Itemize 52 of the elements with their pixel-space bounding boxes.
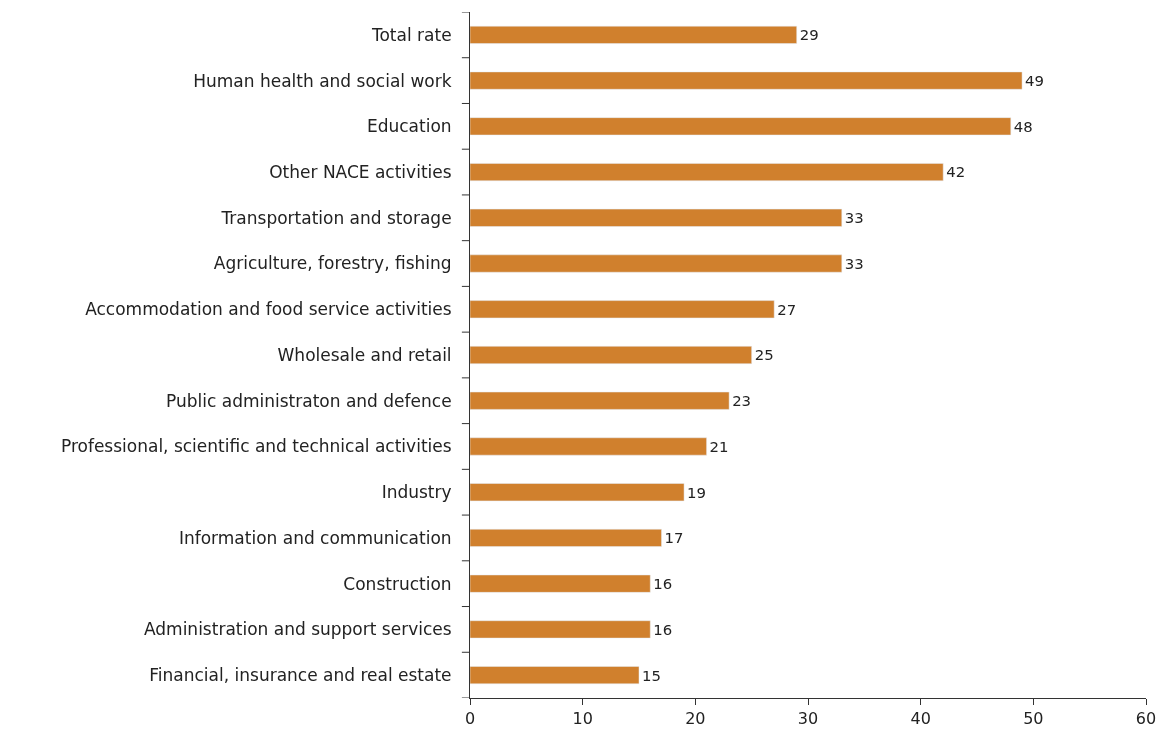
y-tick-label: Accommodation and food service activities — [85, 299, 452, 320]
data-label: 17 — [664, 529, 684, 548]
bar — [470, 391, 730, 410]
y-tick-label: Professional, scientific and technical activities — [60, 436, 452, 457]
data-label: 29 — [799, 26, 819, 45]
data-label: 48 — [1013, 117, 1033, 136]
bar — [470, 346, 752, 364]
y-tick-label: Human health and social work — [193, 70, 452, 91]
y-tick-label: Agriculture, forestry, fishing — [213, 253, 452, 274]
bar — [470, 254, 843, 273]
x-tick-label: 10 — [572, 709, 593, 729]
x-tick-label: 30 — [797, 709, 819, 729]
bar — [470, 483, 685, 502]
y-tick-label: Financial, insurance and real estate — [149, 665, 452, 686]
y-tick-label: Public administraton and defence — [166, 390, 452, 411]
y-tick-label: Information and communication — [178, 527, 452, 548]
y-tick-label: Wholesale and retail — [277, 344, 452, 365]
data-label: 33 — [844, 254, 864, 273]
bar — [470, 71, 1023, 90]
x-tick-label: 50 — [1023, 709, 1044, 729]
data-label: 23 — [732, 392, 752, 411]
data-label: 25 — [754, 346, 774, 365]
y-tick-label: Education — [366, 116, 452, 137]
data-label: 16 — [653, 575, 673, 594]
x-tick-label: 40 — [910, 709, 931, 729]
bar — [470, 25, 797, 44]
bar — [470, 666, 640, 685]
y-tick-label: Construction — [343, 573, 452, 594]
bar — [470, 300, 775, 319]
x-tick-label: 60 — [1135, 709, 1157, 729]
data-label: 33 — [844, 209, 864, 228]
data-label: 27 — [777, 300, 797, 319]
data-label: 42 — [946, 163, 966, 182]
bar — [470, 163, 944, 182]
bar — [470, 574, 651, 593]
y-tick-label: Other NACE activities — [269, 162, 452, 183]
data-label: 49 — [1025, 71, 1045, 90]
y-tick-label: Industry — [381, 482, 452, 503]
y-tick-label: Transportation and storage — [220, 207, 452, 228]
x-tick-label: 0 — [464, 709, 476, 729]
bar — [470, 208, 843, 227]
data-label: 16 — [653, 620, 673, 639]
bar — [470, 620, 651, 639]
bar — [470, 528, 662, 547]
y-tick-label: Administration and support services — [143, 619, 452, 640]
data-label: 21 — [709, 437, 729, 456]
y-tick-label: Total rate — [370, 24, 452, 45]
data-label: 15 — [642, 666, 661, 685]
bar — [470, 437, 707, 456]
data-label: 19 — [687, 483, 707, 502]
bar — [470, 117, 1012, 136]
x-tick-label: 20 — [685, 709, 706, 729]
